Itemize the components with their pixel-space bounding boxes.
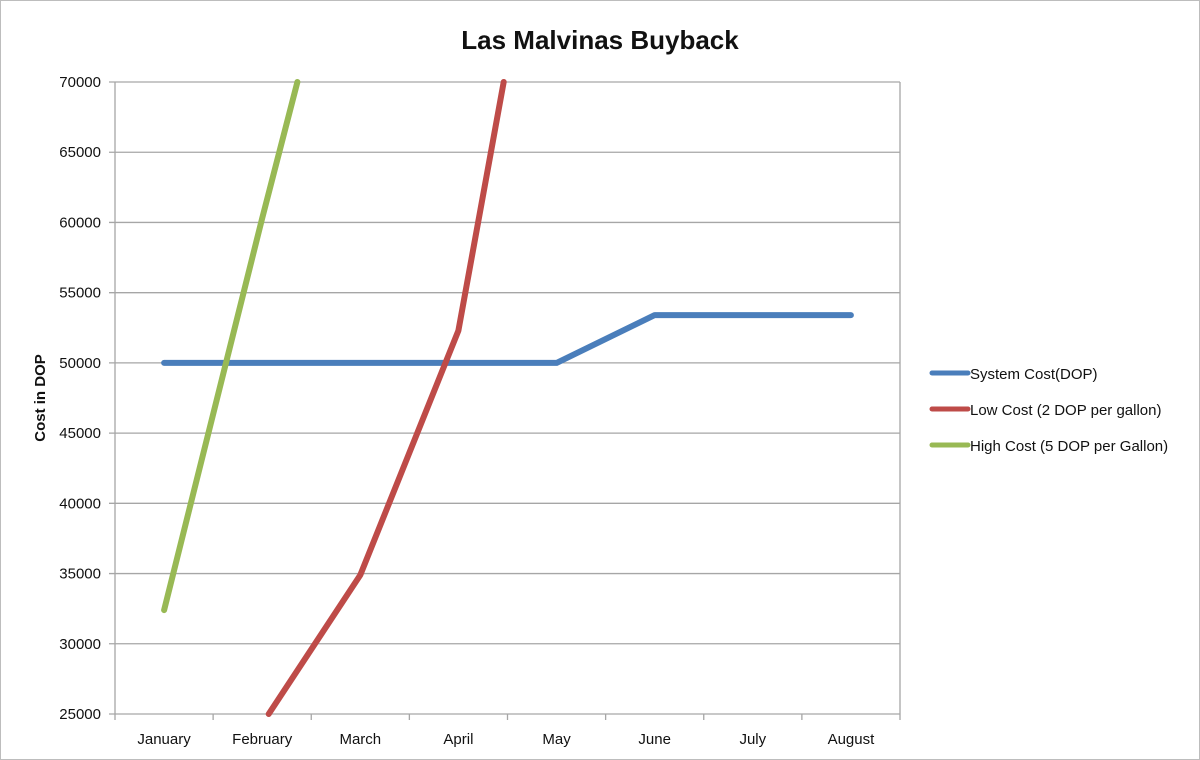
x-tick-label: March bbox=[339, 731, 381, 748]
y-tick-label: 35000 bbox=[59, 566, 101, 583]
y-tick-label: 25000 bbox=[59, 706, 101, 723]
y-tick-label: 45000 bbox=[59, 425, 101, 442]
y-tick-label: 70000 bbox=[59, 74, 101, 91]
y-tick-label: 55000 bbox=[59, 285, 101, 302]
x-tick-label: May bbox=[542, 731, 571, 748]
legend-label: System Cost(DOP) bbox=[970, 366, 1098, 383]
y-axis-label: Cost in DOP bbox=[32, 354, 49, 442]
x-tick-label: July bbox=[739, 731, 766, 748]
x-tick-label: April bbox=[443, 731, 473, 748]
series-line-0 bbox=[161, 312, 854, 366]
y-tick-label: 30000 bbox=[59, 636, 101, 653]
x-tick-label: February bbox=[232, 731, 293, 748]
series-line-1 bbox=[265, 79, 507, 717]
x-tick-label: January bbox=[137, 731, 191, 748]
y-tick-label: 65000 bbox=[59, 144, 101, 161]
y-tick-label: 60000 bbox=[59, 214, 101, 231]
legend-label: Low Cost (2 DOP per gallon) bbox=[970, 402, 1161, 419]
x-tick-label: August bbox=[828, 731, 876, 748]
series-line-2 bbox=[161, 79, 301, 614]
y-tick-label: 40000 bbox=[59, 495, 101, 512]
x-tick-label: June bbox=[638, 731, 671, 748]
chart-title: Las Malvinas Buyback bbox=[461, 25, 739, 55]
y-tick-label: 50000 bbox=[59, 355, 101, 372]
legend-label: High Cost (5 DOP per Gallon) bbox=[970, 438, 1168, 455]
